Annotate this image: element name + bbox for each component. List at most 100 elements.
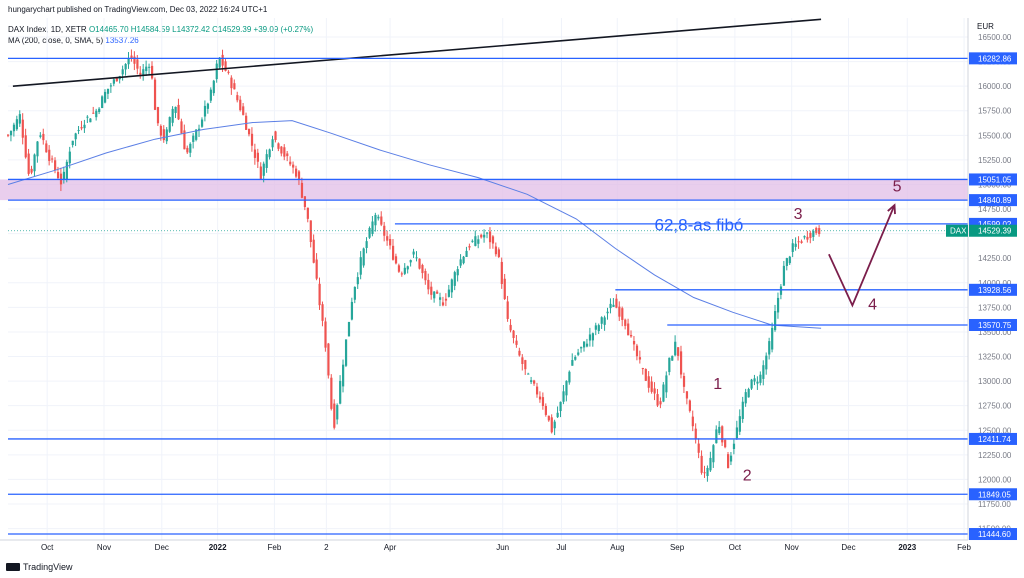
candle-body bbox=[659, 401, 662, 405]
candle-body bbox=[677, 347, 680, 356]
candle-body bbox=[741, 401, 744, 419]
candle-body bbox=[389, 239, 392, 246]
candle-body bbox=[718, 426, 721, 434]
candle-body bbox=[103, 91, 107, 103]
candle-body bbox=[374, 214, 377, 226]
y-tick-label: 12750.00 bbox=[978, 402, 1012, 411]
candle-body bbox=[300, 182, 304, 198]
candle-body bbox=[54, 160, 57, 171]
candle-body bbox=[101, 96, 104, 109]
y-tick-label: 13750.00 bbox=[978, 303, 1012, 312]
candle-body bbox=[177, 104, 180, 120]
level-badge-label: 13928.56 bbox=[978, 286, 1012, 295]
annotation-label: 1 bbox=[713, 376, 722, 393]
candle-body bbox=[656, 394, 659, 406]
candle-body bbox=[24, 135, 27, 158]
level-badge bbox=[969, 318, 1017, 331]
candle-body bbox=[27, 153, 30, 174]
candle-body bbox=[806, 236, 809, 240]
candle-body bbox=[621, 308, 624, 320]
candle-body bbox=[336, 405, 339, 420]
candle-body bbox=[148, 66, 151, 68]
candle-body bbox=[350, 301, 354, 320]
candle-body bbox=[480, 234, 483, 238]
candle-body bbox=[465, 250, 468, 257]
candle-body bbox=[685, 391, 689, 399]
x-tick-label: Aug bbox=[610, 543, 624, 552]
candle-body bbox=[441, 302, 445, 306]
candle-body bbox=[89, 118, 92, 123]
candle-body bbox=[371, 221, 374, 234]
x-tick-label: 2 bbox=[324, 543, 329, 552]
candle-body bbox=[92, 112, 95, 114]
candle-body bbox=[356, 277, 359, 285]
candle-body bbox=[732, 443, 736, 450]
candle-body bbox=[553, 421, 556, 429]
candle-body bbox=[744, 392, 747, 404]
candle-body bbox=[224, 61, 227, 71]
candle-body bbox=[186, 147, 189, 153]
candle-body bbox=[580, 347, 583, 349]
level-badge bbox=[969, 432, 1017, 445]
candle-body bbox=[691, 416, 694, 427]
level-badge bbox=[969, 52, 1017, 65]
candle-body bbox=[762, 365, 765, 379]
candle-body bbox=[506, 301, 509, 319]
candle-body bbox=[15, 119, 19, 130]
candle-body bbox=[415, 257, 418, 259]
candle-body bbox=[791, 243, 794, 252]
candle-body bbox=[7, 134, 10, 136]
resistance-zone bbox=[0, 179, 968, 201]
candle-body bbox=[486, 232, 489, 234]
candle-body bbox=[280, 146, 283, 154]
candle-body bbox=[30, 168, 33, 173]
candle-body bbox=[538, 396, 542, 400]
candle-body bbox=[559, 401, 562, 412]
candle-body bbox=[700, 455, 703, 473]
candle-body bbox=[80, 127, 83, 129]
candle-body bbox=[544, 405, 547, 415]
candle-body bbox=[200, 119, 204, 127]
candle-body bbox=[674, 341, 677, 356]
candle-body bbox=[209, 89, 212, 101]
candle-body bbox=[277, 143, 280, 149]
candle-body bbox=[550, 417, 553, 433]
candle-body bbox=[697, 443, 700, 453]
y-tick-label: 12500.00 bbox=[978, 426, 1012, 435]
candle-body bbox=[136, 59, 139, 69]
candle-body bbox=[344, 339, 348, 366]
level-badge-label: 14599.02 bbox=[978, 220, 1012, 229]
level-badge-label: 16282.86 bbox=[978, 54, 1012, 63]
candle-body bbox=[165, 129, 168, 142]
candle-body bbox=[459, 259, 462, 266]
candle-body bbox=[312, 239, 315, 263]
candle-body bbox=[474, 236, 477, 246]
candle-body bbox=[788, 256, 791, 264]
candle-body bbox=[315, 259, 318, 279]
candle-body bbox=[653, 388, 656, 394]
candle-body bbox=[51, 158, 54, 160]
candle-body bbox=[365, 241, 368, 248]
x-tick-label: Feb bbox=[957, 543, 971, 552]
price-badge-label: 14529.39 bbox=[978, 227, 1012, 236]
candle-body bbox=[362, 248, 365, 266]
candle-body bbox=[556, 412, 559, 418]
candle-body bbox=[368, 227, 371, 238]
x-tick-label: 2022 bbox=[209, 543, 227, 552]
candle-body bbox=[297, 171, 301, 181]
candle-body bbox=[115, 77, 118, 82]
candle-body bbox=[377, 216, 380, 219]
y-tick-label: 14750.00 bbox=[978, 205, 1012, 214]
candle-body bbox=[309, 220, 312, 243]
candle-body bbox=[679, 351, 683, 375]
level-badge-label: 15051.05 bbox=[978, 175, 1012, 184]
candle-body bbox=[242, 106, 245, 115]
annotation-label: 2 bbox=[743, 467, 752, 484]
candle-body bbox=[12, 124, 16, 132]
y-tick-label: 13500.00 bbox=[978, 328, 1012, 337]
candle-body bbox=[424, 270, 427, 281]
candles bbox=[7, 49, 821, 482]
x-tick-label: Dec bbox=[841, 543, 855, 552]
candle-body bbox=[321, 304, 324, 321]
